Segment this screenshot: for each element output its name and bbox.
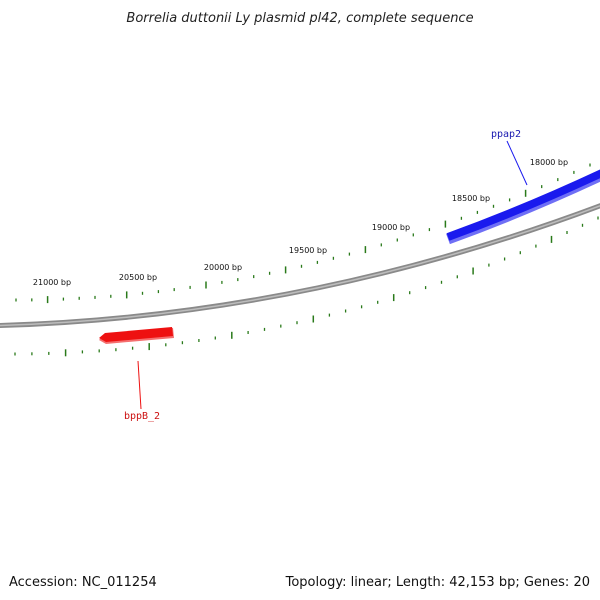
tick-label-18000: 18000 bp — [530, 158, 568, 167]
tick-label-19000: 19000 bp — [372, 223, 410, 232]
sequence-backbone — [0, 203, 600, 328]
tick-label-20500: 20500 bp — [119, 273, 157, 282]
tick-label-18500: 18500 bp — [452, 194, 490, 203]
gene-ppap2[interactable] — [446, 169, 600, 245]
tick-label-20000: 20000 bp — [204, 263, 242, 272]
tick-label-19500: 19500 bp — [289, 246, 327, 255]
gene-label-ppap2: ppap2 — [491, 129, 521, 140]
bppb-2-leader-line — [137, 360, 142, 410]
ppap2-leader-line — [506, 140, 528, 186]
gene-label-bppb-2: bppB_2 — [124, 411, 160, 422]
outer-tick-track — [15, 163, 591, 304]
gene-bppb-2[interactable] — [99, 327, 174, 344]
map-title: Borrelia duttonii Ly plasmid pl42, compl… — [126, 11, 473, 26]
tick-label-21000: 21000 bp — [33, 278, 71, 287]
inner-tick-track — [14, 216, 599, 357]
accession-text: Accession: NC_011254 — [9, 575, 157, 590]
summary-text: Topology: linear; Length: 42,153 bp; Gen… — [285, 575, 590, 590]
